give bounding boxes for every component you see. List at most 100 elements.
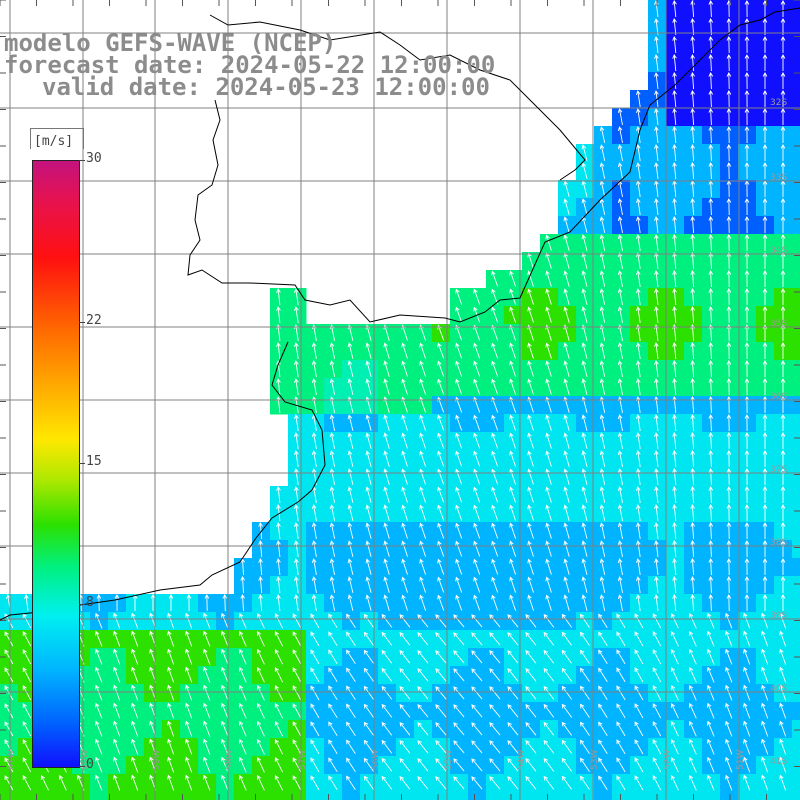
- wind-arrow: [4, 685, 14, 701]
- wind-speed-cell: [792, 0, 800, 19]
- wind-arrow: [780, 486, 786, 503]
- wind-arrow: [167, 738, 175, 755]
- wind-arrow: [381, 703, 393, 718]
- wind-arrow: [310, 703, 320, 719]
- wind-arrow: [455, 378, 463, 395]
- wind-arrow: [347, 558, 354, 575]
- wind-arrow: [725, 702, 733, 719]
- wind-arrow: [617, 270, 623, 287]
- wind-arrow: [744, 288, 750, 306]
- wind-arrow: [437, 414, 445, 431]
- wind-arrow: [401, 468, 408, 485]
- wind-arrow: [761, 756, 769, 773]
- wind-arrow: [635, 234, 641, 251]
- wind-arrow: [690, 450, 695, 468]
- wind-arrow: [507, 758, 519, 772]
- wind-arrow: [346, 739, 356, 754]
- wind-arrow: [399, 631, 411, 646]
- wind-arrow: [455, 306, 463, 323]
- wind-arrow: [365, 594, 372, 611]
- wind-arrow: [363, 613, 374, 628]
- wind-arrow: [203, 666, 211, 683]
- wind-arrow: [509, 468, 517, 485]
- wind-arrow: [708, 378, 714, 396]
- wind-arrow: [579, 721, 590, 736]
- wind-arrow: [743, 774, 751, 791]
- wind-arrow: [473, 522, 481, 539]
- wind-arrow: [346, 631, 356, 646]
- wind-arrow: [635, 486, 641, 503]
- longitude-label: 58W: [225, 750, 235, 770]
- wind-arrow: [363, 775, 374, 790]
- colorbar: [32, 160, 80, 768]
- wind-speed-cell: [234, 792, 253, 800]
- wind-arrow: [239, 684, 247, 701]
- wind-arrow: [708, 360, 714, 378]
- wind-arrow: [726, 90, 732, 108]
- wind-arrow: [761, 612, 769, 629]
- wind-arrow: [347, 468, 354, 485]
- wind-arrow: [635, 522, 641, 539]
- wind-arrow: [543, 667, 555, 682]
- wind-arrow: [635, 540, 641, 557]
- wind-arrow: [276, 594, 281, 611]
- wind-arrow: [581, 198, 588, 215]
- wind-arrow: [509, 306, 517, 323]
- wind-arrow: [599, 342, 606, 359]
- wind-arrow: [274, 612, 284, 629]
- wind-arrow: [185, 666, 193, 683]
- wind-arrow: [507, 722, 519, 736]
- wind-arrow: [561, 757, 573, 772]
- wind-arrow: [617, 288, 623, 305]
- wind-speed-cell: [18, 792, 37, 800]
- wind-arrow: [690, 72, 695, 90]
- longitude-label: 57W: [298, 750, 308, 770]
- wind-arrow: [744, 468, 750, 486]
- wind-arrow: [581, 306, 588, 323]
- wind-arrow: [744, 54, 750, 72]
- wind-arrow: [744, 342, 750, 360]
- wind-arrow: [708, 558, 714, 576]
- wind-arrow: [292, 631, 302, 647]
- wind-arrow: [347, 414, 354, 431]
- wind-arrow: [399, 649, 411, 664]
- wind-arrow: [762, 306, 768, 323]
- wind-speed-cell: [792, 594, 800, 613]
- wind-arrow: [725, 612, 733, 629]
- wind-arrow: [543, 703, 555, 718]
- wind-arrow: [399, 613, 411, 628]
- wind-speed-cell: [792, 702, 800, 721]
- wind-arrow: [221, 630, 229, 647]
- wind-arrow: [310, 775, 320, 791]
- colorbar-tick-mark: [79, 604, 85, 606]
- wind-arrow: [670, 648, 679, 665]
- wind-arrow: [527, 486, 534, 503]
- wind-arrow: [616, 775, 626, 791]
- wind-speed-cell: [792, 252, 800, 271]
- wind-arrow: [527, 432, 534, 449]
- wind-arrow: [780, 522, 786, 539]
- wind-arrow: [381, 775, 393, 790]
- wind-arrow: [294, 432, 299, 449]
- wind-arrow: [599, 306, 606, 323]
- wind-arrow: [419, 360, 427, 377]
- wind-arrow: [726, 18, 732, 36]
- wind-arrow: [347, 594, 354, 611]
- wind-arrow: [690, 18, 695, 36]
- wind-speed-cell: [792, 504, 800, 523]
- wind-arrow: [743, 684, 751, 701]
- wind-arrow: [672, 522, 677, 540]
- wind-arrow: [543, 721, 555, 736]
- wind-arrow: [761, 720, 769, 737]
- wind-arrow: [507, 704, 519, 718]
- wind-arrow: [4, 739, 14, 755]
- wind-arrow: [437, 342, 445, 359]
- wind-speed-cell: [792, 486, 800, 505]
- wind-arrow: [95, 774, 103, 791]
- wind-speed-cell: [792, 198, 800, 217]
- wind-arrow: [453, 614, 465, 628]
- wind-arrow: [240, 594, 245, 612]
- wind-arrow: [185, 684, 193, 701]
- wind-arrow: [690, 432, 695, 450]
- wind-arrow: [690, 558, 695, 576]
